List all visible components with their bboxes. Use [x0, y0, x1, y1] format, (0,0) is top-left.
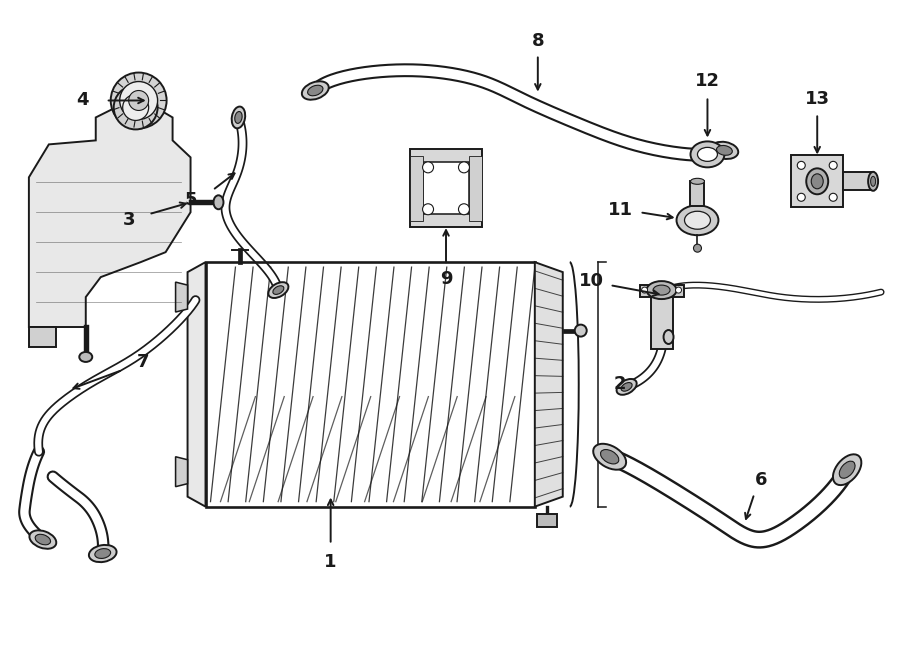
Text: 6: 6	[755, 471, 768, 489]
Circle shape	[829, 193, 837, 201]
Bar	[651, 294, 672, 349]
Circle shape	[113, 85, 158, 130]
Text: 5: 5	[184, 191, 197, 209]
Text: 1: 1	[324, 553, 337, 571]
Text: 7: 7	[137, 353, 148, 371]
Ellipse shape	[685, 211, 710, 229]
Text: 13: 13	[805, 91, 830, 109]
Ellipse shape	[811, 174, 824, 189]
Bar	[690, 181, 705, 207]
Ellipse shape	[833, 454, 861, 485]
Ellipse shape	[308, 85, 323, 96]
Circle shape	[120, 81, 158, 119]
Circle shape	[797, 193, 806, 201]
Bar	[410, 150, 482, 227]
Text: 8: 8	[532, 32, 544, 50]
Bar	[791, 156, 843, 207]
Ellipse shape	[690, 142, 725, 167]
Circle shape	[458, 162, 470, 173]
Ellipse shape	[621, 383, 632, 391]
Ellipse shape	[273, 286, 284, 295]
Text: 3: 3	[122, 211, 135, 229]
Circle shape	[676, 287, 681, 293]
Circle shape	[129, 91, 148, 111]
Bar	[640, 285, 683, 297]
Ellipse shape	[840, 461, 855, 478]
Polygon shape	[176, 457, 187, 487]
Circle shape	[829, 162, 837, 169]
Ellipse shape	[690, 178, 705, 184]
Ellipse shape	[213, 195, 223, 209]
Ellipse shape	[30, 530, 57, 549]
Bar	[423, 162, 469, 214]
Bar	[843, 172, 873, 190]
Ellipse shape	[646, 281, 677, 299]
Ellipse shape	[302, 81, 328, 100]
Bar	[536, 514, 557, 526]
Ellipse shape	[235, 111, 242, 123]
Circle shape	[642, 287, 648, 293]
Circle shape	[694, 244, 701, 252]
Polygon shape	[29, 107, 191, 327]
Circle shape	[458, 204, 470, 214]
Ellipse shape	[698, 148, 717, 162]
Ellipse shape	[870, 176, 876, 186]
Polygon shape	[29, 327, 56, 347]
Text: 4: 4	[76, 91, 89, 109]
Ellipse shape	[593, 444, 626, 469]
Circle shape	[423, 204, 434, 214]
Bar	[410, 156, 423, 220]
Ellipse shape	[600, 449, 619, 464]
Ellipse shape	[677, 205, 718, 235]
Ellipse shape	[663, 330, 673, 344]
Ellipse shape	[35, 534, 50, 545]
Ellipse shape	[616, 379, 636, 395]
Ellipse shape	[231, 107, 245, 128]
Text: 2: 2	[614, 375, 626, 393]
Ellipse shape	[653, 285, 670, 295]
Text: 9: 9	[440, 270, 453, 288]
Polygon shape	[535, 262, 562, 506]
Text: 10: 10	[580, 272, 604, 290]
Circle shape	[122, 95, 148, 120]
Ellipse shape	[868, 172, 878, 191]
Circle shape	[423, 162, 434, 173]
Circle shape	[575, 324, 587, 336]
Text: 11: 11	[608, 201, 633, 219]
Bar	[469, 156, 482, 220]
Text: 12: 12	[695, 71, 720, 89]
Ellipse shape	[711, 142, 738, 159]
Ellipse shape	[79, 352, 93, 362]
Circle shape	[111, 73, 166, 128]
Ellipse shape	[806, 168, 828, 194]
Ellipse shape	[268, 282, 288, 298]
Circle shape	[797, 162, 806, 169]
Ellipse shape	[94, 549, 111, 559]
Polygon shape	[176, 282, 187, 312]
Ellipse shape	[716, 146, 733, 156]
Ellipse shape	[89, 545, 117, 562]
Polygon shape	[187, 262, 205, 506]
